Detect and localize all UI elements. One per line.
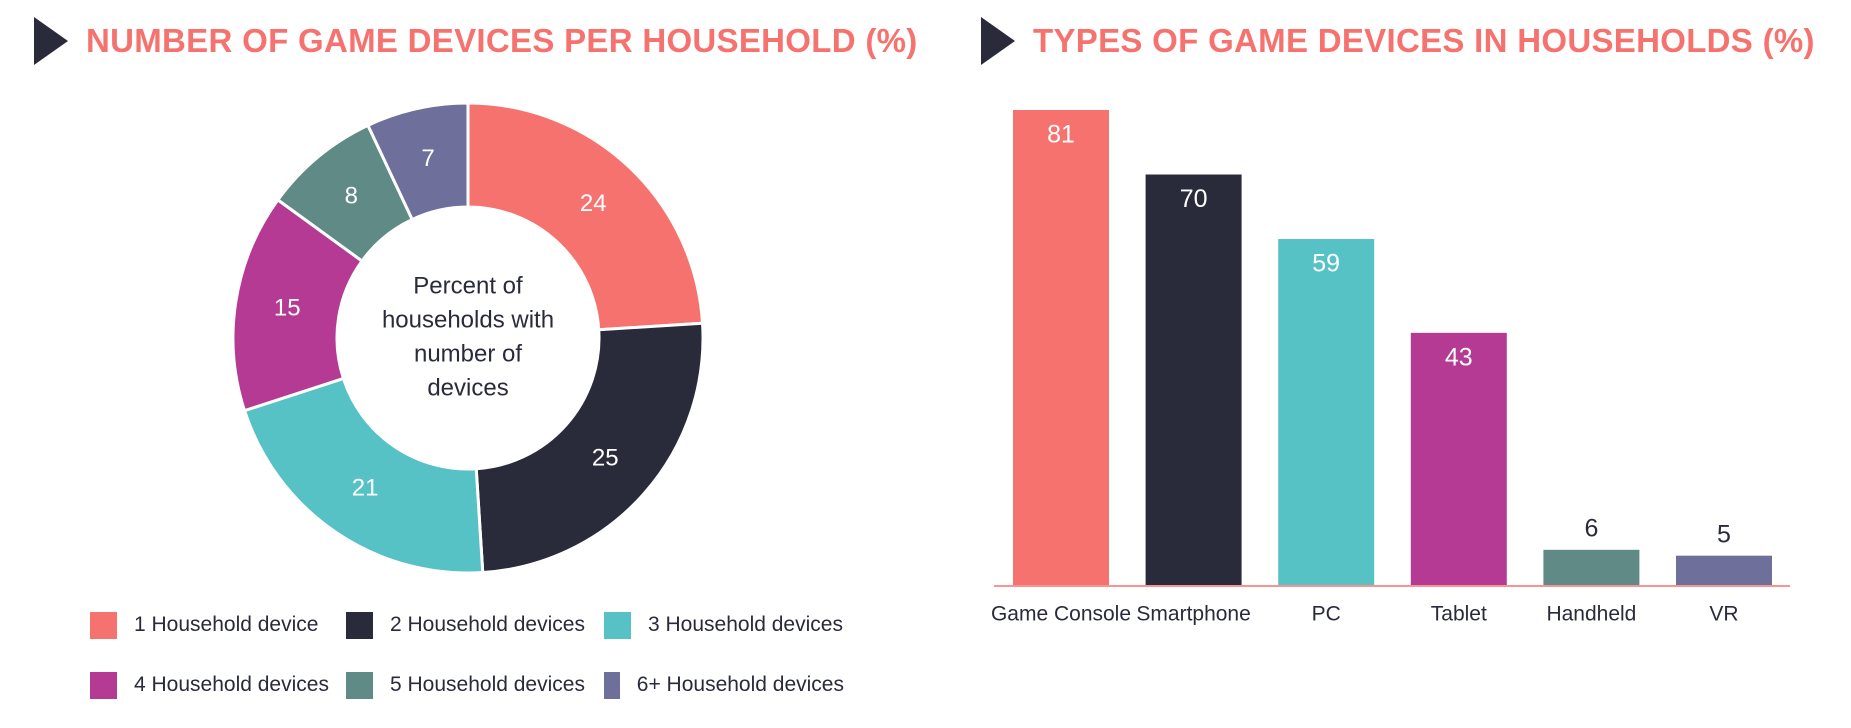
donut-center-label: Percent of: [413, 272, 523, 299]
bar: [1278, 239, 1375, 586]
legend-label: 3 Household devices: [648, 613, 843, 636]
bar-value-label: 43: [1445, 343, 1473, 371]
legend-swatch: [604, 611, 631, 639]
bar-chart-title-block: TYPES OF GAME DEVICES IN HOUSEHOLDS (%): [981, 17, 1815, 65]
legend-label: 1 Household device: [134, 613, 319, 636]
bar-category-label: Tablet: [1431, 603, 1487, 626]
legend-label: 6+ Household devices: [636, 673, 844, 696]
donut-slice-label: 7: [421, 145, 434, 172]
donut-slice: [365, 101, 470, 222]
legend-label: 4 Household devices: [134, 673, 329, 696]
legend-label: 5 Household devices: [390, 673, 585, 696]
bar-category-label: VR: [1709, 603, 1738, 626]
bar: [1543, 549, 1640, 585]
bar-chart: 81 Game Console 70 Smartphone 59 PC 43 Tablet 6 H…: [991, 110, 1790, 626]
bar: [1145, 174, 1242, 586]
legend-item: 5 Household devices: [346, 670, 604, 700]
donut-slice-label: 21: [352, 475, 379, 502]
legend-swatch: [346, 671, 373, 699]
bar-value-label: 70: [1180, 185, 1208, 213]
donut-chart-title: NUMBER OF GAME DEVICES PER HOUSEHOLD (%): [86, 22, 918, 59]
bar-value-label: 5: [1717, 520, 1731, 548]
bar-category-label: Game Console: [991, 603, 1131, 626]
donut-legend: 1 Household device 2 Household devices 3 H…: [90, 610, 870, 700]
legend-item: 2 Household devices: [346, 610, 604, 640]
bar-value-label: 59: [1312, 250, 1340, 278]
donut-chart-title-block: NUMBER OF GAME DEVICES PER HOUSEHOLD (%): [34, 17, 918, 65]
legend-item: 4 Household devices: [90, 670, 346, 700]
donut-slice-label: 15: [274, 295, 301, 322]
donut-slice-label: 24: [580, 190, 607, 217]
legend-item: 1 Household device: [90, 610, 346, 640]
bar-value-label: 81: [1047, 121, 1075, 149]
legend-item: 3 Household devices: [604, 610, 844, 640]
bar-chart-title: TYPES OF GAME DEVICES IN HOUSEHOLDS (%): [1033, 22, 1815, 59]
legend-item: 6+ Household devices: [604, 670, 844, 700]
bar-category-label: Smartphone: [1136, 603, 1250, 626]
legend-swatch: [90, 611, 117, 639]
bar-category-label: PC: [1312, 603, 1341, 626]
donut-slice: [466, 101, 705, 332]
donut-slice-label: 8: [345, 182, 358, 209]
donut-slice-label: 25: [592, 444, 619, 471]
bar-value-label: 6: [1584, 514, 1598, 542]
bar: [1410, 332, 1507, 585]
legend-swatch: [90, 671, 117, 699]
donut-center-label: devices: [427, 374, 508, 401]
legend-swatch: [604, 671, 620, 699]
donut-slice: [231, 197, 365, 413]
triangle-arrow-icon: [981, 17, 1015, 65]
donut-center-label: number of: [414, 340, 522, 367]
donut-center-label: households with: [382, 306, 554, 333]
bar: [1013, 110, 1109, 585]
donut-slice: [474, 321, 705, 575]
legend-label: 2 Household devices: [390, 613, 585, 636]
donut-chart: 24 25 21 15 8 7 Percent of households with numbe…: [231, 101, 705, 575]
legend-swatch: [346, 611, 373, 639]
donut-slice: [242, 376, 485, 575]
triangle-arrow-icon: [34, 17, 68, 65]
bar-category-label: Handheld: [1546, 603, 1636, 626]
bar: [1676, 555, 1772, 585]
